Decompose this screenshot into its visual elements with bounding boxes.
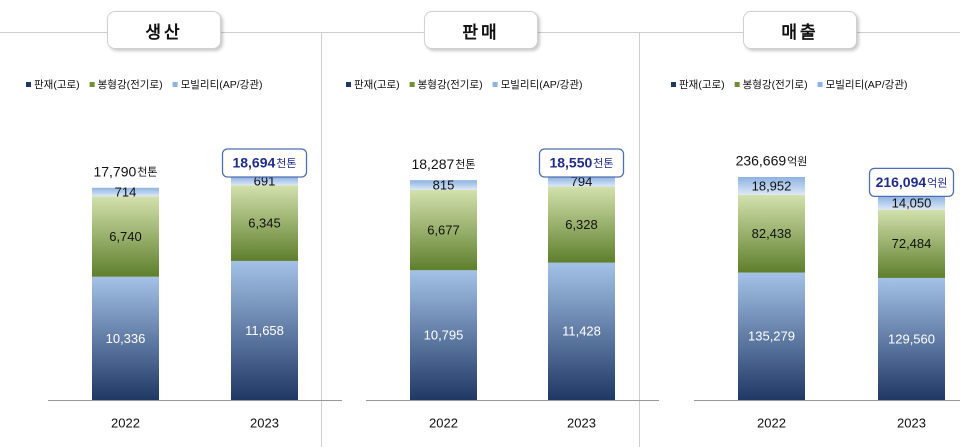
bar-segment [410, 180, 477, 190]
bar-value-label: 129,560 [888, 331, 935, 346]
bar-value-label: 794 [571, 174, 593, 189]
total-unit: 천톤 [455, 157, 475, 171]
panel-title-revenue: 매출 [743, 11, 857, 49]
total-highlight [221, 148, 308, 178]
total-value: 18,694 [232, 155, 275, 171]
total-unit: 억원 [927, 176, 947, 189]
panel-title-sales: 판매 [424, 11, 538, 49]
total-value: 17,790 [93, 163, 136, 179]
total-highlight-box [221, 148, 308, 178]
bar-value-label: 11,658 [245, 323, 284, 338]
legend-label: 봉형강(전기로) [418, 79, 483, 91]
legend-swatch [817, 82, 823, 87]
category-label: 2022 [757, 415, 786, 430]
bar-value-label: 10,336 [106, 331, 146, 346]
bar-value-label: 6,677 [427, 223, 460, 238]
legend-swatch [492, 82, 498, 87]
legend-label: 모빌리티(AP/강관) [181, 79, 263, 91]
bar-value-label: 14,050 [892, 195, 932, 210]
legend-label: 봉형강(전기로) [743, 79, 808, 91]
legend-swatch [346, 82, 351, 87]
bar-segment [878, 209, 945, 278]
bar-value-label: 6,345 [248, 216, 281, 231]
legend-swatch [172, 82, 178, 87]
legend-label: 판재(고로) [34, 79, 80, 91]
bar-segment [548, 177, 615, 187]
bar-segment [92, 276, 159, 400]
bar-value-label: 6,740 [109, 229, 142, 244]
bar-segment [231, 185, 298, 261]
legend-label: 모빌리티(AP/강관) [501, 79, 583, 91]
bar-segment [738, 194, 805, 273]
legend-swatch [26, 82, 31, 87]
total-unit: 억원 [787, 155, 807, 168]
legend-swatch [671, 82, 676, 87]
bar-value-label: 18,952 [752, 178, 792, 193]
bar-value-label: 11,428 [562, 324, 601, 339]
total-unit: 천톤 [593, 156, 613, 170]
panel-divider [639, 32, 640, 447]
total-unit: 천톤 [276, 156, 296, 170]
total-highlight [868, 167, 955, 198]
total-value: 18,550 [549, 155, 592, 171]
bar-segment [231, 177, 298, 186]
category-label: 2022 [111, 415, 140, 430]
panel-divider [321, 32, 322, 447]
bar-value-label: 815 [433, 177, 455, 192]
bar-segment [410, 189, 477, 271]
legend-label: 봉형강(전기로) [98, 79, 163, 91]
legend-label: 모빌리티(AP/강관) [826, 79, 908, 91]
bar-value-label: 714 [115, 184, 137, 199]
bar-value-label: 135,279 [748, 329, 795, 344]
bar-segment [231, 260, 298, 400]
bar-segment [548, 186, 615, 263]
total-highlight [538, 148, 625, 178]
total-highlight-box [868, 167, 955, 198]
bar-segment [878, 196, 945, 210]
category-label: 2023 [897, 415, 926, 430]
bar-segment [738, 272, 805, 400]
category-label: 2023 [250, 415, 279, 430]
total-value: 216,094 [876, 174, 927, 190]
legend-swatch [734, 82, 740, 87]
bar-value-label: 72,484 [892, 236, 932, 251]
legend-swatch [409, 82, 415, 87]
bar-segment [738, 177, 805, 195]
bar-value-label: 10,795 [424, 328, 464, 343]
total-value: 236,669 [736, 153, 787, 169]
legend-label: 판재(고로) [679, 79, 725, 91]
category-label: 2023 [567, 415, 596, 430]
bar-segment [878, 277, 945, 400]
category-label: 2022 [429, 415, 458, 430]
bar-segment [92, 187, 159, 197]
bar-value-label: 6,328 [565, 217, 598, 232]
legend-label: 판재(고로) [354, 79, 400, 91]
total-value: 18,287 [411, 156, 454, 172]
panel-title-production: 생산 [107, 11, 221, 49]
bar-segment [92, 196, 159, 277]
bar-segment [548, 262, 615, 400]
bar-segment [410, 270, 477, 400]
bar-value-label: 82,438 [752, 226, 792, 241]
total-highlight-box [538, 148, 625, 178]
legend-swatch [89, 82, 95, 87]
total-unit: 천톤 [137, 165, 157, 179]
